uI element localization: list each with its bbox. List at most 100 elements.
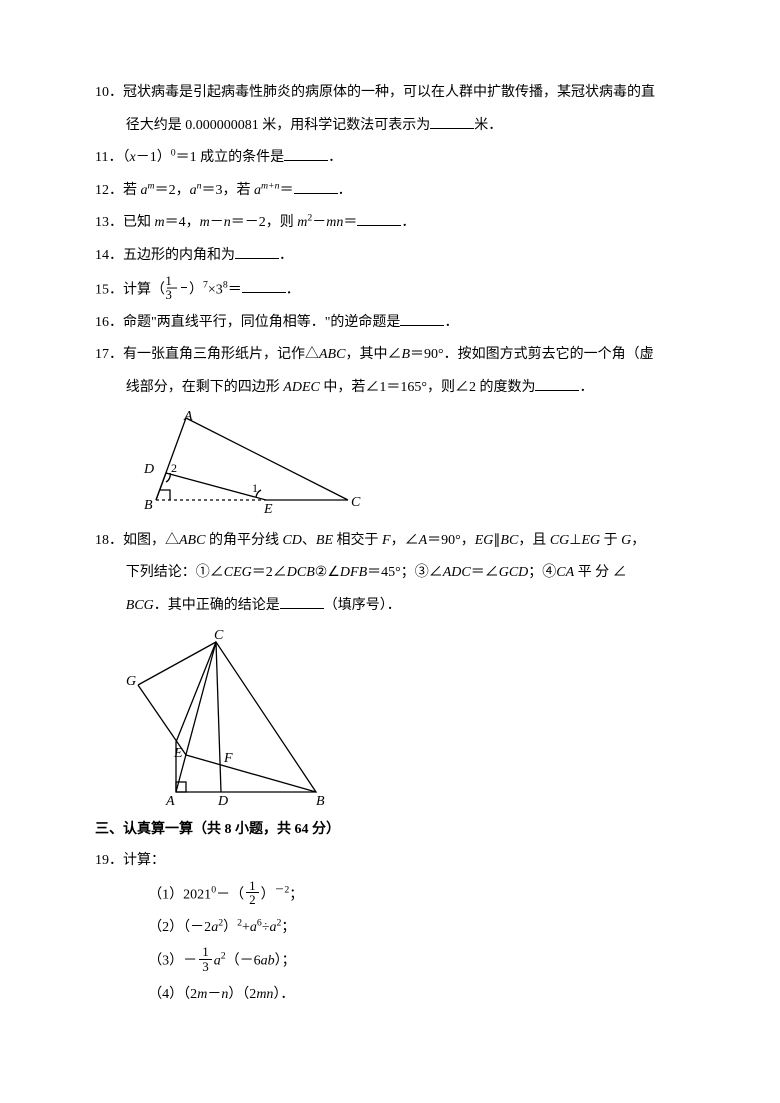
t: （3）－ xyxy=(148,954,197,969)
t: ，∠ xyxy=(391,533,419,548)
t: ； xyxy=(281,920,295,935)
v: F xyxy=(382,533,391,548)
t: 中，若∠1＝165°，则∠2 的度数为 xyxy=(320,380,536,395)
t: ＝∠ xyxy=(471,565,499,580)
t: ；④ xyxy=(528,565,556,580)
blank xyxy=(242,279,286,293)
t: 12．若 xyxy=(95,183,141,198)
var-a: a xyxy=(190,183,197,198)
v: DFB xyxy=(340,565,367,580)
v: EG xyxy=(475,533,494,548)
t: 17．有一张直角三角形纸片，记作△ xyxy=(95,347,319,362)
var-m: m xyxy=(200,215,210,230)
q10-line1: 10．冠状病毒是引起病毒性肺炎的病原体的一种，可以在人群中扩散传播，某冠状病毒的… xyxy=(95,80,685,107)
t: ×3 xyxy=(208,282,223,297)
v: BC xyxy=(500,533,518,548)
var-a: a xyxy=(254,183,261,198)
page: 10．冠状病毒是引起病毒性肺炎的病原体的一种，可以在人群中扩散传播，某冠状病毒的… xyxy=(0,0,780,1074)
blank xyxy=(280,595,324,609)
den: 3 xyxy=(199,960,212,974)
v: CEG xyxy=(224,565,252,580)
section-3-title: 三、认真算一算（共 8 小题，共 64 分） xyxy=(95,817,685,844)
q14: 14．五边形的内角和为． xyxy=(95,243,685,270)
t: （1）2021 xyxy=(148,887,211,902)
v: a xyxy=(250,920,257,935)
lbl-2: 2 xyxy=(171,461,177,475)
q19-2: （2）（－2a2）2+a6÷a2； xyxy=(95,915,685,942)
t: ）； xyxy=(275,954,296,969)
lbl-A: A xyxy=(165,794,175,807)
t: ， xyxy=(631,533,645,548)
t: 、 xyxy=(302,533,316,548)
var: B xyxy=(401,347,410,362)
t: ＝2∠ xyxy=(252,565,287,580)
t: （4）（2 xyxy=(148,987,197,1002)
t: 16．命题"两直线平行，同位角相等．"的逆命题是 xyxy=(95,315,400,330)
lbl-E: E xyxy=(173,746,183,761)
t: ） xyxy=(261,887,275,902)
q19-3: （3）－13a2（－6ab）； xyxy=(95,947,685,975)
q18-line1: 18．如图，△ABC 的角平分线 CD、BE 相交于 F，∠A＝90°，EG∥B… xyxy=(95,528,685,555)
q15: 15．计算（－13）7×38＝． xyxy=(95,276,685,304)
v: CA xyxy=(556,565,574,580)
t: ＝2， xyxy=(155,183,190,198)
q19-1: （1）20210－（12）－2； xyxy=(95,881,685,909)
v: GCD xyxy=(499,565,529,580)
blank xyxy=(400,312,444,326)
t: 平 分 ∠ xyxy=(574,565,627,580)
lbl-B: B xyxy=(316,794,325,807)
t: 相交于 xyxy=(333,533,382,548)
v: EG xyxy=(581,533,600,548)
v: BE xyxy=(316,533,333,548)
t: ＝90°， xyxy=(427,533,475,548)
t: 于 xyxy=(600,533,621,548)
q10-line2: 径大约是 0.000000081 米，用科学记数法可表示为 米． xyxy=(95,113,685,140)
blank xyxy=(430,114,474,128)
t: ＝ xyxy=(228,282,242,297)
lbl-1: 1 xyxy=(252,481,258,495)
t: ②∠ xyxy=(315,565,340,580)
exp-mn: m+n xyxy=(261,180,280,191)
v: mn xyxy=(256,987,273,1002)
t: （2）（－2 xyxy=(148,920,211,935)
t: 线部分，在剩下的四边形 xyxy=(126,380,284,395)
t: －1） xyxy=(136,150,171,165)
t: ）． xyxy=(273,987,294,1002)
v: CG xyxy=(550,533,569,548)
num: 1 xyxy=(181,274,187,289)
t: ，其中∠ xyxy=(345,347,401,362)
lbl-B: B xyxy=(144,498,153,513)
v: ADC xyxy=(443,565,471,580)
t: ； xyxy=(289,887,303,902)
v: BCG xyxy=(126,598,154,613)
q18-line2: 下列结论：①∠CEG＝2∠DCB②∠DFB＝45°；③∠ADC＝∠GCD；④CA… xyxy=(95,560,685,587)
var-mn: mn xyxy=(326,215,343,230)
blank xyxy=(284,147,328,161)
q17-line1: 17．有一张直角三角形纸片，记作△ABC，其中∠B＝90°．按如图方式剪去它的一… xyxy=(95,342,685,369)
t: － xyxy=(210,215,224,230)
var: ADEC xyxy=(283,380,320,395)
lbl-C: C xyxy=(214,628,224,643)
t: －（ xyxy=(216,887,244,902)
t: ）（2 xyxy=(228,987,256,1002)
den: 2 xyxy=(246,893,259,907)
v: DCB xyxy=(287,565,315,580)
t: ＝1 成立的条件是 xyxy=(176,150,285,165)
t: （填序号）． xyxy=(324,598,401,613)
t: 11．（ xyxy=(95,150,129,165)
blank xyxy=(235,245,279,259)
blank xyxy=(535,377,579,391)
v: ab xyxy=(261,954,275,969)
num: 1 xyxy=(199,945,212,960)
v: CD xyxy=(282,533,301,548)
q18-line3: BCG．其中正确的结论是（填序号）． xyxy=(95,593,685,620)
t: ＝ xyxy=(280,183,294,198)
v: A xyxy=(419,533,428,548)
var-a: a xyxy=(141,183,148,198)
v: a xyxy=(214,954,221,969)
q10-tail: 米． xyxy=(474,118,502,133)
q19: 19．计算： xyxy=(95,848,685,875)
frac-1-2: 12 xyxy=(246,879,259,907)
lbl-A: A xyxy=(183,410,193,424)
q10-text: 径大约是 0.000000081 米，用科学记数法可表示为 xyxy=(126,118,431,133)
